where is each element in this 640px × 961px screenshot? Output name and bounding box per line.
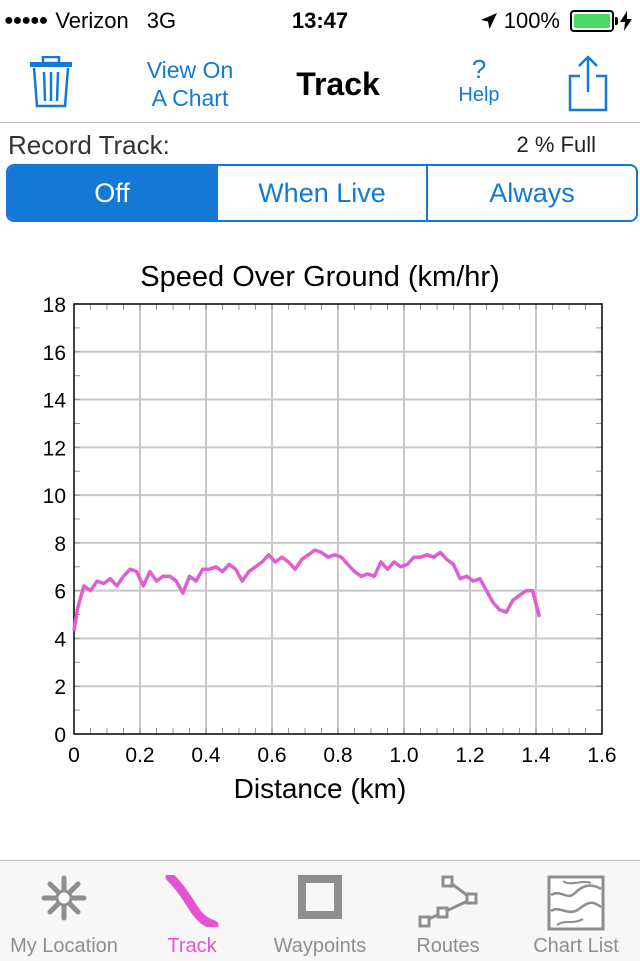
status-time: 13:47 (291, 8, 349, 33)
record-track-row: Record Track: 2 % Full (0, 122, 640, 162)
share-icon (568, 55, 608, 112)
speed-over-ground-chart: Speed Over Ground (km/hr) 0 0.2 0.4 0.6 0.8 1… (43, 261, 617, 804)
help-icon: ? (471, 54, 487, 84)
x-tick-label: 0.2 (125, 744, 154, 767)
y-tick-label: 18 (43, 294, 66, 317)
view-on-chart-button[interactable]: View On A Chart (130, 56, 250, 112)
page-title: Track (296, 66, 380, 102)
x-tick-label: 1.2 (455, 744, 484, 767)
tab-waypoints[interactable]: Waypoints (256, 861, 384, 961)
tab-bar: My Location Track Waypoints Routes C (0, 860, 640, 961)
tab-my-location[interactable]: My Location (0, 861, 128, 961)
x-tick-label: 0.4 (191, 744, 221, 767)
x-tick-label: 1.0 (389, 744, 418, 767)
x-tick-label: 1.4 (521, 744, 551, 767)
waypoint-square-icon (298, 875, 342, 919)
route-icon (418, 875, 478, 928)
view-on-chart-label-line1: View On (146, 57, 234, 83)
network-type: 3G (146, 8, 177, 33)
delete-track-button[interactable] (28, 55, 74, 108)
x-tick-label: 1.6 (587, 744, 616, 767)
navigation-bar: View On A Chart Track ? Help (0, 40, 640, 123)
battery-percent: 100% (503, 8, 560, 33)
storage-full-status: 2 % Full (516, 132, 596, 157)
share-button[interactable] (566, 54, 610, 114)
tab-label: Track (167, 935, 217, 957)
crosshair-star-icon (41, 875, 87, 921)
battery-icon (570, 10, 618, 32)
chart-grid (74, 304, 602, 734)
help-label: Help (458, 84, 500, 106)
record-option-off[interactable]: Off (8, 166, 216, 220)
chart-ticks: 0 0.2 0.4 0.6 0.8 1.0 1.2 1.4 1.6 0 2 4 6 8 10 12 14 16 18 (43, 294, 617, 767)
x-tick-label: 0.8 (323, 744, 352, 767)
tab-routes[interactable]: Routes (384, 861, 512, 961)
status-bar: ●●●●● Verizon 3G 13:47 100% (0, 0, 640, 40)
y-tick-label: 2 (54, 676, 66, 699)
record-track-segmented-control: Off When Live Always (6, 164, 638, 222)
record-track-label: Record Track: (8, 130, 170, 160)
x-axis-label: Distance (km) (234, 773, 407, 804)
y-tick-label: 8 (54, 533, 66, 556)
y-tick-label: 4 (54, 628, 66, 651)
help-button[interactable]: ? Help (448, 56, 510, 108)
y-tick-label: 16 (43, 342, 66, 365)
y-tick-label: 10 (43, 485, 66, 508)
chart-title: Speed Over Ground (km/hr) (140, 261, 499, 293)
tab-track[interactable]: Track (128, 861, 256, 961)
charging-bolt-icon (620, 11, 632, 31)
record-option-always[interactable]: Always (426, 166, 636, 220)
y-tick-label: 6 (54, 581, 66, 604)
location-arrow-icon (480, 13, 497, 29)
carrier-name: Verizon (55, 8, 129, 33)
view-on-chart-label-line2: A Chart (151, 85, 229, 111)
tab-chart-list[interactable]: Chart List (512, 861, 640, 961)
x-tick-label: 0.6 (257, 744, 286, 767)
tab-label: Routes (416, 935, 480, 957)
chart-map-icon (547, 875, 605, 931)
y-tick-label: 0 (54, 724, 66, 747)
tab-label: Waypoints (273, 935, 367, 957)
track-path-icon (165, 875, 219, 927)
tab-label: My Location (10, 935, 118, 957)
speed-series-line (72, 548, 541, 632)
y-tick-label: 14 (43, 390, 67, 413)
record-option-when-live[interactable]: When Live (216, 166, 426, 220)
plot-area-border (73, 303, 603, 735)
trash-icon (30, 55, 72, 108)
y-tick-label: 12 (43, 437, 66, 460)
tab-label: Chart List (533, 935, 619, 957)
signal-strength-icon: ●●●●● (4, 12, 48, 29)
x-tick-label: 0 (68, 744, 80, 767)
